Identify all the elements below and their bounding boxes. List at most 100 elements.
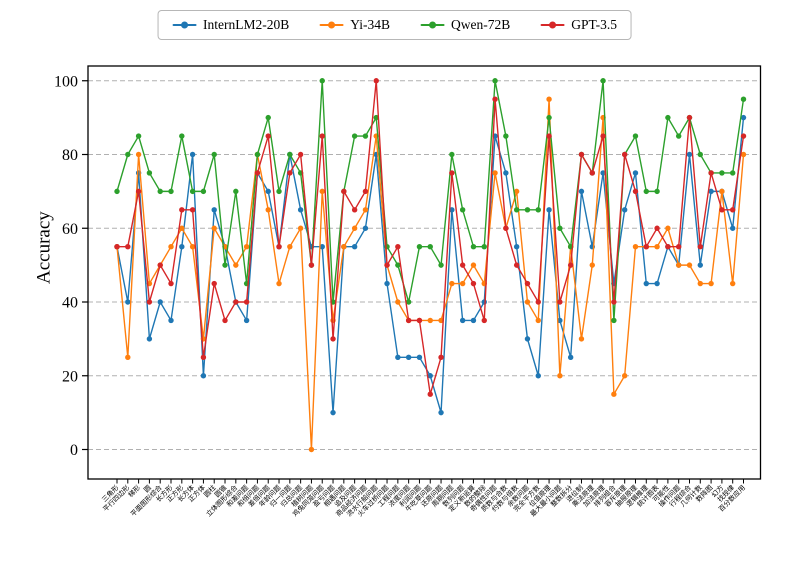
data-point-GPT-3.5: [211, 280, 217, 287]
data-point-GPT-3.5: [308, 262, 315, 268]
data-point-GPT-3.5: [189, 207, 196, 213]
data-point-InternLM2-20B: [125, 299, 131, 305]
plot-frame: [87, 65, 762, 480]
data-point-Yi-34B: [276, 280, 282, 287]
x-tick-label: 圆: [142, 484, 153, 495]
data-point-GPT-3.5: [351, 207, 358, 213]
data-point-Qwen-72B: [319, 78, 325, 84]
data-point-Yi-34B: [362, 207, 369, 213]
data-point-Qwen-72B: [211, 151, 217, 158]
data-point-InternLM2-20B: [427, 373, 433, 379]
data-point-Yi-34B: [243, 243, 250, 250]
data-point-Qwen-72B: [600, 78, 606, 84]
data-point-Qwen-72B: [265, 114, 271, 121]
data-point-Yi-34B: [654, 243, 660, 250]
data-point-InternLM2-20B: [524, 336, 531, 342]
data-point-Qwen-72B: [287, 151, 293, 158]
series-line-Qwen-72B: [116, 80, 745, 322]
data-point-InternLM2-20B: [567, 354, 574, 361]
data-point-GPT-3.5: [632, 188, 639, 195]
data-point-InternLM2-20B: [459, 317, 466, 324]
data-point-Yi-34B: [632, 243, 639, 250]
data-point-InternLM2-20B: [535, 373, 541, 379]
data-point-Qwen-72B: [546, 114, 552, 121]
data-point-Qwen-72B: [524, 207, 531, 213]
data-point-GPT-3.5: [384, 262, 390, 268]
data-point-GPT-3.5: [697, 243, 703, 250]
data-point-InternLM2-20B: [168, 317, 174, 324]
data-point-Yi-34B: [686, 262, 693, 268]
data-point-Qwen-72B: [427, 243, 433, 250]
data-point-GPT-3.5: [740, 133, 747, 139]
data-point-Qwen-72B: [438, 262, 444, 268]
data-point-InternLM2-20B: [708, 188, 714, 195]
data-point-Yi-34B: [135, 151, 142, 158]
data-point-GPT-3.5: [179, 207, 185, 213]
data-point-Yi-34B: [621, 373, 628, 379]
data-point-GPT-3.5: [535, 299, 541, 305]
data-point-InternLM2-20B: [384, 280, 390, 287]
data-point-Yi-34B: [492, 170, 498, 176]
series-line-GPT-3.5: [117, 80, 745, 395]
data-point-InternLM2-20B: [157, 299, 163, 305]
data-point-InternLM2-20B: [362, 225, 369, 231]
legend-item-yi-34b: Yi-34B: [319, 17, 390, 33]
data-point-GPT-3.5: [146, 299, 153, 305]
data-point-GPT-3.5: [719, 207, 725, 213]
data-point-Qwen-72B: [200, 188, 207, 195]
data-point-InternLM2-20B: [578, 188, 585, 195]
legend-line-marker-icon: [319, 21, 344, 29]
data-point-GPT-3.5: [708, 170, 714, 176]
data-point-Yi-34B: [265, 207, 271, 213]
data-point-GPT-3.5: [395, 243, 401, 250]
data-point-InternLM2-20B: [200, 373, 207, 379]
data-point-InternLM2-20B: [729, 225, 736, 231]
data-point-GPT-3.5: [578, 151, 585, 158]
data-point-Yi-34B: [611, 391, 617, 397]
data-point-GPT-3.5: [287, 170, 293, 176]
data-point-Qwen-72B: [114, 188, 120, 195]
legend-line-marker-icon: [420, 21, 445, 29]
data-point-GPT-3.5: [459, 262, 466, 268]
data-point-GPT-3.5: [114, 243, 120, 250]
data-point-Yi-34B: [125, 354, 131, 361]
data-point-Yi-34B: [179, 225, 185, 231]
data-point-InternLM2-20B: [211, 207, 217, 213]
data-point-GPT-3.5: [470, 280, 477, 287]
data-point-Yi-34B: [697, 280, 703, 287]
data-point-GPT-3.5: [416, 317, 423, 324]
legend-label: Qwen-72B: [451, 17, 511, 32]
data-point-Yi-34B: [351, 225, 358, 231]
data-point-Qwen-72B: [395, 262, 401, 268]
data-point-GPT-3.5: [492, 96, 498, 102]
data-point-Yi-34B: [729, 280, 736, 287]
x-tick-label: 梯形: [126, 483, 142, 499]
data-point-Yi-34B: [233, 262, 239, 268]
data-point-Qwen-72B: [189, 188, 196, 195]
data-point-GPT-3.5: [621, 151, 628, 158]
data-point-Yi-34B: [287, 243, 293, 250]
data-point-InternLM2-20B: [330, 409, 336, 416]
data-point-Qwen-72B: [740, 96, 747, 102]
data-point-GPT-3.5: [362, 188, 369, 195]
data-point-GPT-3.5: [546, 133, 552, 139]
data-point-GPT-3.5: [557, 299, 563, 305]
legend-line-marker-icon: [172, 21, 197, 29]
legend-line-marker-icon: [540, 21, 565, 29]
data-point-Qwen-72B: [665, 114, 671, 121]
data-point-GPT-3.5: [449, 170, 455, 176]
series-line-Yi-34B: [116, 98, 745, 451]
data-point-Yi-34B: [427, 317, 433, 324]
data-point-InternLM2-20B: [438, 409, 444, 416]
legend-item-internlm2-20b: InternLM2-20B: [172, 17, 289, 33]
data-point-Yi-34B: [675, 262, 682, 268]
data-point-InternLM2-20B: [297, 207, 304, 213]
data-point-InternLM2-20B: [697, 262, 703, 268]
data-point-Qwen-72B: [503, 133, 509, 139]
data-point-GPT-3.5: [297, 151, 304, 158]
data-point-GPT-3.5: [513, 262, 520, 268]
data-point-GPT-3.5: [243, 299, 250, 305]
data-point-Qwen-72B: [611, 317, 617, 324]
